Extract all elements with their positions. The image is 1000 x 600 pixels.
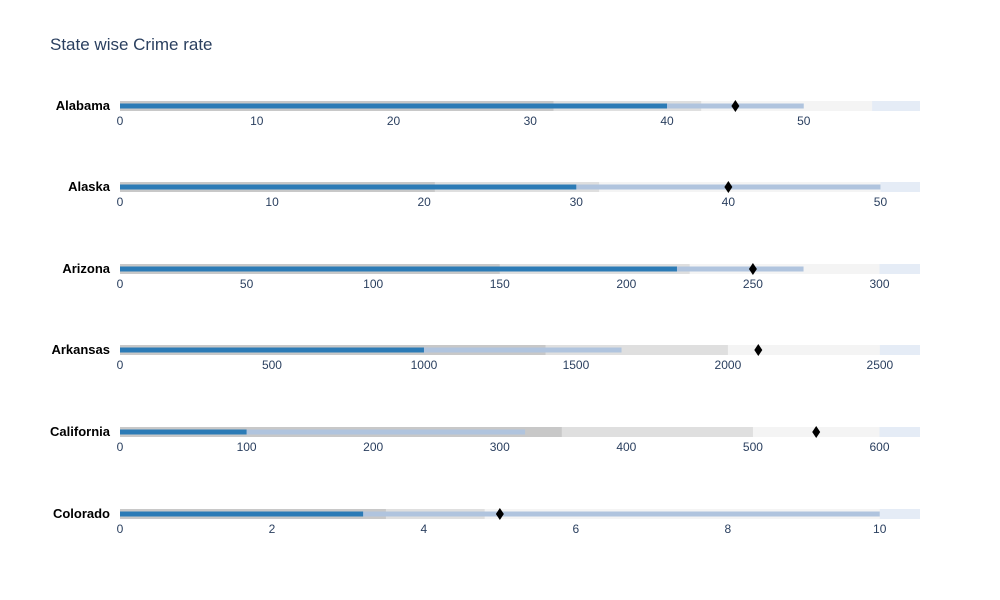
tick-label-arizona: 0 (117, 277, 124, 291)
target-marker-arizona (748, 263, 757, 275)
tick-label-alaska: 30 (570, 195, 584, 209)
tick-label-colorado: 6 (572, 522, 579, 536)
tick-label-arkansas: 2500 (867, 358, 894, 372)
tick-label-colorado: 8 (724, 522, 731, 536)
tick-label-colorado: 0 (117, 522, 124, 536)
bullet-label-california: California (50, 424, 111, 439)
tick-label-california: 0 (117, 440, 124, 454)
tick-label-arizona: 50 (240, 277, 254, 291)
bullet-label-alabama: Alabama (56, 98, 111, 113)
tick-label-california: 100 (237, 440, 257, 454)
tick-label-arkansas: 1500 (563, 358, 590, 372)
tick-label-colorado: 4 (421, 522, 428, 536)
measure-primary-arizona (120, 266, 677, 272)
tick-label-alaska: 50 (874, 195, 888, 209)
tick-label-alaska: 0 (117, 195, 124, 209)
tick-label-california: 500 (743, 440, 763, 454)
tick-label-arizona: 150 (490, 277, 510, 291)
tick-label-arizona: 250 (743, 277, 763, 291)
tick-label-alabama: 20 (387, 114, 401, 128)
bullet-label-arkansas: Arkansas (51, 342, 110, 357)
tick-label-california: 300 (490, 440, 510, 454)
target-marker-arkansas (754, 344, 763, 356)
tick-label-alabama: 10 (250, 114, 264, 128)
tick-label-alabama: 30 (524, 114, 538, 128)
tick-label-arkansas: 2000 (715, 358, 742, 372)
tick-label-arizona: 100 (363, 277, 383, 291)
tick-label-arizona: 200 (616, 277, 636, 291)
tick-label-california: 400 (616, 440, 636, 454)
target-marker-colorado (495, 508, 504, 520)
measure-primary-alabama (120, 103, 668, 109)
measure-primary-colorado (120, 511, 364, 517)
tick-label-arkansas: 0 (117, 358, 124, 372)
tick-label-alaska: 10 (265, 195, 279, 209)
measure-primary-california (120, 429, 247, 435)
chart-title: State wise Crime rate (50, 35, 213, 54)
tick-label-colorado: 10 (873, 522, 887, 536)
target-marker-alabama (731, 100, 740, 112)
tick-label-arkansas: 1000 (411, 358, 438, 372)
bullet-label-colorado: Colorado (53, 506, 110, 521)
tick-label-colorado: 2 (269, 522, 276, 536)
measure-primary-alaska (120, 184, 577, 190)
measure-secondary-california (120, 429, 526, 435)
tick-label-alabama: 0 (117, 114, 124, 128)
measure-primary-arkansas (120, 347, 424, 353)
target-marker-alaska (724, 181, 733, 193)
target-marker-california (812, 426, 821, 438)
tick-label-alaska: 40 (722, 195, 736, 209)
tick-label-alaska: 20 (418, 195, 432, 209)
tick-label-arizona: 300 (869, 277, 889, 291)
tick-label-alabama: 40 (660, 114, 674, 128)
bullet-label-arizona: Arizona (62, 261, 110, 276)
tick-label-california: 600 (869, 440, 889, 454)
tick-label-california: 200 (363, 440, 383, 454)
tick-label-arkansas: 500 (262, 358, 282, 372)
bullet-label-alaska: Alaska (68, 179, 111, 194)
tick-label-alabama: 50 (797, 114, 811, 128)
